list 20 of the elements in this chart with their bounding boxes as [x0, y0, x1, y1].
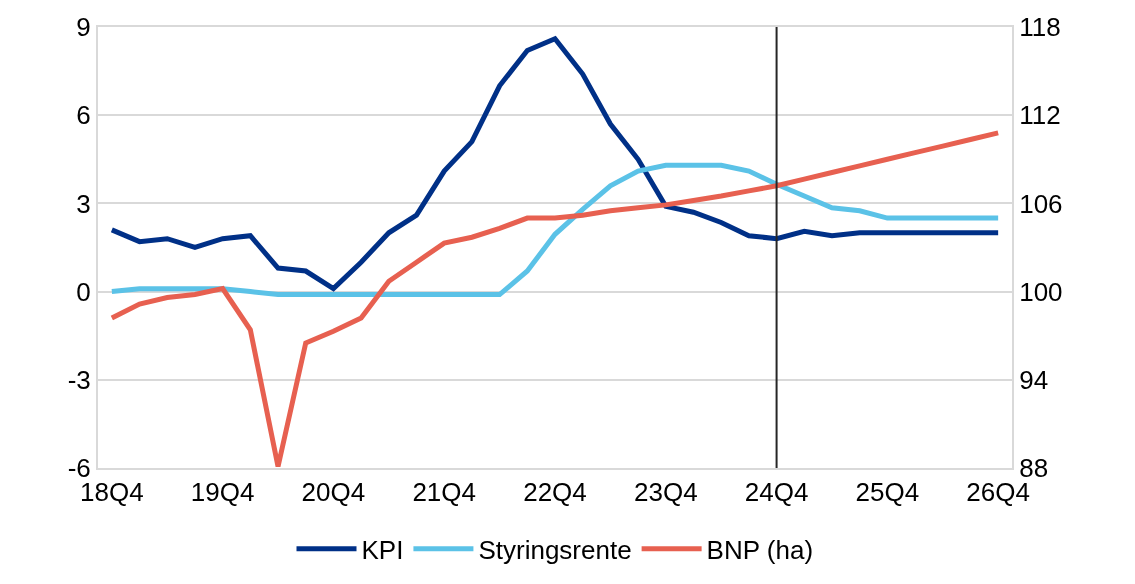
x-tick-label: 21Q4: [412, 477, 477, 508]
y2-tick-label: 100: [1019, 276, 1063, 307]
x-tick-label: 24Q4: [744, 477, 809, 508]
x-tick-label: 25Q4: [855, 477, 920, 508]
y-tick-label: 6: [76, 100, 91, 131]
x-tick-label: 22Q4: [523, 477, 587, 508]
y2-tick-label: 94: [1019, 364, 1049, 395]
legend-label: KPI: [361, 534, 404, 565]
y-tick-label: 9: [76, 12, 91, 43]
y2-tick-label: 112: [1019, 100, 1061, 131]
y2-tick-label: 106: [1019, 188, 1063, 219]
legend-label: BNP (ha): [706, 534, 814, 565]
x-tick-label: 20Q4: [301, 477, 366, 508]
x-tick-label: 19Q4: [190, 477, 255, 508]
legend-label: Styringsrente: [478, 534, 632, 565]
y-tick-label: 0: [76, 276, 91, 307]
y2-tick-label: 118: [1019, 12, 1061, 43]
y-tick-label: 3: [76, 188, 91, 219]
x-tick-label: 23Q4: [633, 477, 698, 508]
y-tick-label: -3: [67, 364, 91, 395]
